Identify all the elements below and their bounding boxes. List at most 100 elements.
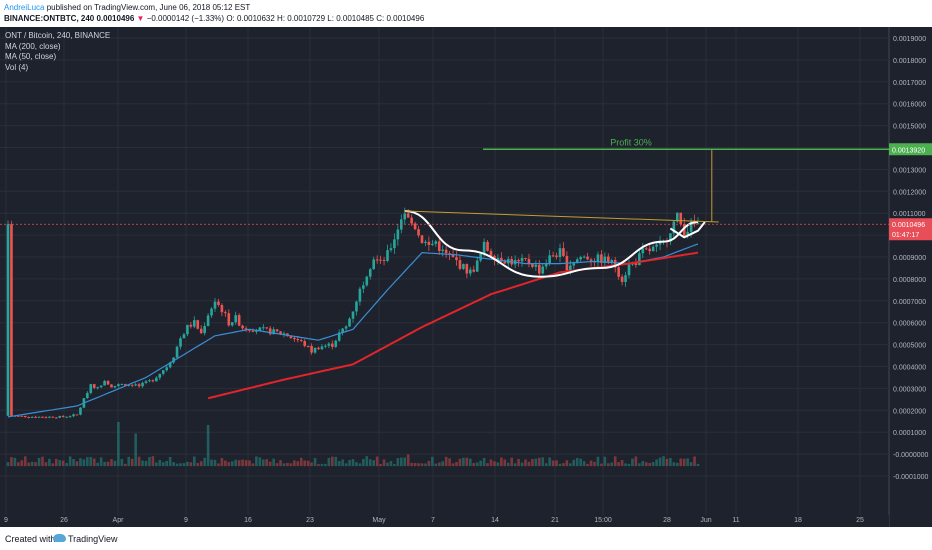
volume-bar [672,462,676,467]
volume-bar [324,463,327,467]
volume-bar [337,461,341,467]
candle-body [503,261,507,264]
candle-body [603,256,607,263]
candle-body [275,329,279,332]
candle-body [41,416,44,418]
y-tick-label: 0.0009000 [893,255,926,262]
tradingview-brand[interactable]: TradingView [68,534,118,544]
volume-bar [82,459,86,467]
y-tick-label: 0.0001000 [893,430,926,437]
y-tick-label: 0.0003000 [893,386,926,393]
candle-body [306,345,310,347]
candle-body [462,264,465,269]
candle-body [148,380,151,382]
volume-bar [617,462,620,467]
candle-body [6,224,10,416]
legend-volume[interactable]: Vol (4) [5,62,29,72]
candle-body [672,221,676,234]
legend-ma50[interactable]: MA (50, close) [5,52,57,61]
candle-body [651,246,655,252]
volume-bar [489,459,493,467]
candle-body [189,324,193,327]
volume-bar [168,456,172,467]
volume-bar [531,458,534,467]
volume-bar [513,463,517,467]
candle-body [410,217,413,224]
candle-body [348,318,351,327]
volume-bar [306,460,310,467]
candle-body [303,341,306,346]
candle-body [10,224,13,416]
candle-body [544,263,548,267]
candle-body [420,235,424,243]
candle-body [589,259,593,261]
candle-body [524,257,527,259]
candle-body [110,384,113,388]
volume-bar [137,456,141,467]
current-price-text: 0.0010496 [892,222,925,229]
candle-body [196,320,200,329]
volume-bar [37,457,41,467]
volume-bar [603,456,607,467]
candle-body [124,384,127,386]
candle-body [379,259,382,261]
ohlc-line: BINANCE:ONTBTC, 240 0.0010496 ▼ −0.00001… [4,14,424,23]
volume-bar [110,459,113,467]
volume-bar [196,463,200,467]
countdown-text: 01:47:17 [892,232,919,239]
x-tick-label: 18 [794,517,802,524]
candle-body [272,329,275,335]
volume-bar [351,459,355,467]
candle-body [458,260,462,269]
volume-bar [130,458,134,467]
price-chart[interactable]: 0.0019000 0.0018000 0.0017000 0.0016000 0.00… [0,27,932,527]
volume-bar [206,424,210,467]
volume-bar [679,458,683,467]
volume-bar [144,460,148,467]
y-tick-label: 0.0006000 [893,321,926,328]
candle-body [496,257,500,260]
candle-body [441,249,444,252]
volume-bar [182,463,186,467]
candle-body [327,343,331,346]
volume-bar [551,460,555,467]
price-axis [889,27,932,527]
volume-bar [30,461,34,467]
chart-area[interactable]: 0.0019000 0.0018000 0.0017000 0.0016000 0.00… [0,27,932,527]
candle-body [493,255,496,260]
tradingview-logo-icon [53,534,66,542]
candle-body [368,269,372,277]
legend-ma200[interactable]: MA (200, close) [5,41,61,51]
volume-bar [444,456,448,467]
volume-bar [500,457,503,467]
candle-body [137,384,141,387]
candle-body [482,241,486,254]
candle-body [203,326,206,334]
candle-body [117,384,120,386]
x-tick-label: Jun [700,517,711,524]
volume-bar [227,462,231,467]
volume-bar [348,459,351,467]
volume-bar [220,458,224,467]
volume-bar [627,463,631,467]
candle-body [265,327,269,329]
candle-body [613,260,617,268]
volume-bar [217,463,220,467]
candle-body [351,311,355,319]
x-tick-label: 9 [184,517,188,524]
candle-body [127,384,131,386]
volume-bar [372,460,375,467]
y-tick-label: 0.0018000 [893,58,926,65]
candle-body [106,380,110,385]
candle-body [489,250,493,256]
candle-body [610,260,614,263]
volume-bar [213,459,217,467]
y-tick-label: 0.0002000 [893,408,926,415]
author-link[interactable]: AndreiLuca [4,3,45,12]
volume-bar [358,463,362,467]
candle-body [103,380,106,386]
candle-body [569,265,572,271]
current-price-badge [889,218,932,241]
candle-body [96,387,99,389]
volume-bar [600,463,603,467]
